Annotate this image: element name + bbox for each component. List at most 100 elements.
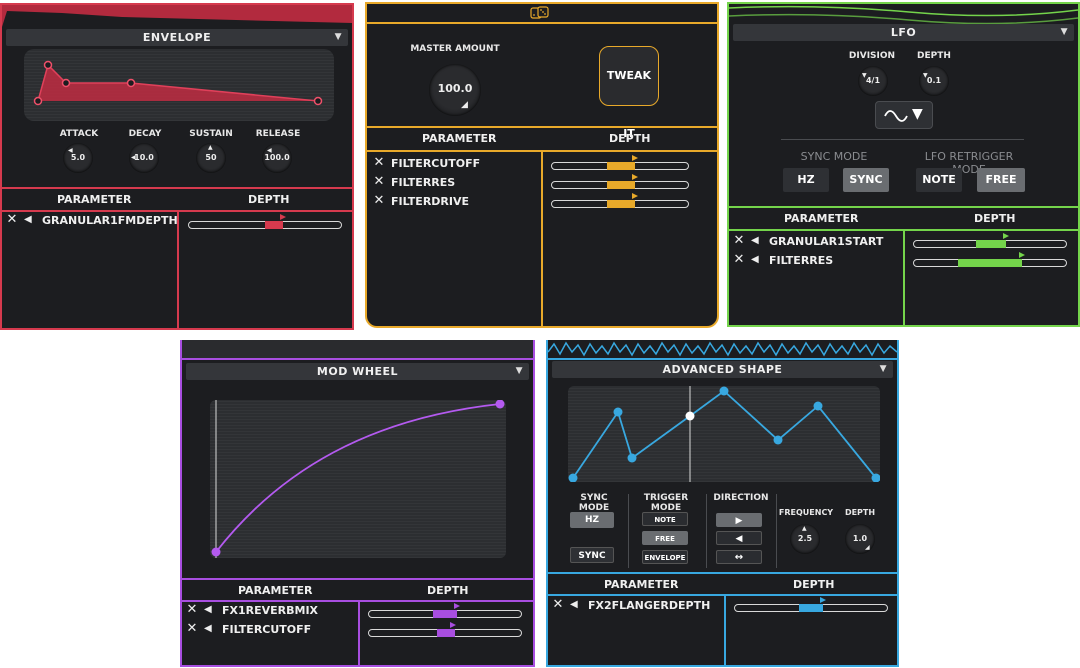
remove-icon[interactable]: ✕ <box>373 193 385 208</box>
chevron-down-icon[interactable]: ▼ <box>515 366 523 376</box>
depth-fill <box>799 604 823 612</box>
depth-knob[interactable]: ▼ 0.1 <box>919 66 949 96</box>
mod-table-header: PARAMETER DEPTH <box>367 128 717 148</box>
modwheel-panel: MOD WHEEL ▼ PARAMETER DEPTH ✕ ◀ FX1REVER… <box>180 340 535 667</box>
speaker-icon[interactable]: ◀ <box>204 604 212 615</box>
envelope-point <box>43 60 53 70</box>
divider <box>177 212 179 328</box>
release-label: RELEASE <box>255 129 301 139</box>
depth-slider[interactable] <box>551 155 689 170</box>
ping-pong-icon[interactable]: ↔ <box>716 550 762 564</box>
parameter-header: PARAMETER <box>422 132 497 145</box>
shape-point <box>871 473 880 482</box>
play-reverse-icon[interactable]: ◀ <box>716 531 762 545</box>
divider <box>2 210 352 212</box>
remove-icon[interactable]: ✕ <box>373 155 385 170</box>
note-button[interactable]: NOTE <box>642 512 688 526</box>
depth-slider[interactable] <box>551 174 689 189</box>
depth-header: DEPTH <box>974 212 1016 225</box>
mod-table-header: PARAMETER DEPTH <box>729 208 1078 228</box>
speaker-icon[interactable]: ◀ <box>570 599 578 610</box>
hz-button[interactable]: HZ <box>783 168 829 192</box>
chevron-down-icon[interactable]: ▼ <box>1060 27 1068 37</box>
depth-slider[interactable] <box>913 252 1067 267</box>
direction-label: DIRECTION <box>713 493 769 503</box>
modwheel-header-strip <box>182 340 533 360</box>
dice-icon[interactable] <box>530 6 550 20</box>
master-amount-knob[interactable]: 100.0 ◢ <box>429 64 481 116</box>
remove-icon[interactable]: ✕ <box>186 621 198 636</box>
remove-icon[interactable]: ✕ <box>733 252 745 267</box>
mod-row: ✕ FILTERDRIVE <box>373 193 469 209</box>
remove-icon[interactable]: ✕ <box>733 233 745 248</box>
attack-knob[interactable]: ◀ 5.0 <box>63 143 93 173</box>
envelope-title: ENVELOPE <box>142 31 212 44</box>
depth-slider[interactable] <box>368 622 522 637</box>
mod-row-name: FX1REVERBMIX <box>222 603 319 617</box>
division-knob[interactable]: ▼ 4/1 <box>858 66 888 96</box>
envelope-button[interactable]: ENVELOPE <box>642 550 688 564</box>
depth-slider[interactable] <box>188 214 342 229</box>
sync-button[interactable]: SYNC <box>843 168 889 192</box>
remove-icon[interactable]: ✕ <box>552 597 564 612</box>
depth-fill <box>607 181 635 189</box>
modwheel-curve-graph[interactable] <box>210 400 506 558</box>
depth-fill <box>607 200 635 208</box>
speaker-icon[interactable]: ◀ <box>204 623 212 634</box>
speaker-icon[interactable]: ◀ <box>751 254 759 265</box>
remove-icon[interactable]: ✕ <box>373 174 385 189</box>
modwheel-title: MOD WHEEL <box>316 365 399 378</box>
frequency-label: FREQUENCY <box>778 508 834 517</box>
division-label: DIVISION <box>848 51 896 61</box>
depth-slider[interactable] <box>913 233 1067 248</box>
free-button[interactable]: FREE <box>642 531 688 545</box>
tweak-it-button[interactable]: TWEAK IT <box>599 46 659 140</box>
chevron-down-icon[interactable]: ▼ <box>879 364 887 374</box>
play-forward-icon[interactable]: ▶ <box>716 513 762 527</box>
decay-knob[interactable]: ◀ 10.0 <box>129 143 159 173</box>
depth-marker-icon <box>632 193 638 199</box>
depth-slider[interactable] <box>551 193 689 208</box>
hz-button[interactable]: HZ <box>570 512 614 528</box>
depth-knob[interactable]: ◢ 1.0 <box>845 524 875 554</box>
envelope-point <box>33 96 43 106</box>
sync-button[interactable]: SYNC <box>570 547 614 563</box>
divider <box>367 150 717 152</box>
divider <box>729 206 1078 208</box>
decay-label: DECAY <box>128 129 162 139</box>
lfo-title-bar[interactable]: LFO ▼ <box>733 24 1074 41</box>
depth-marker-icon <box>280 214 286 220</box>
divider <box>358 602 360 665</box>
remove-icon[interactable]: ✕ <box>186 602 198 617</box>
depth-slider[interactable] <box>734 597 888 612</box>
modwheel-title-bar[interactable]: MOD WHEEL ▼ <box>186 363 529 380</box>
chevron-down-icon[interactable]: ▼ <box>334 32 342 42</box>
frequency-knob[interactable]: ▲ 2.5 <box>790 524 820 554</box>
depth-header: DEPTH <box>793 578 835 591</box>
depth-marker-icon <box>632 155 638 161</box>
remove-icon[interactable]: ✕ <box>6 212 18 227</box>
release-value: 100.0 <box>264 153 290 162</box>
release-knob[interactable]: ◀ 100.0 <box>262 143 292 173</box>
envelope-title-bar[interactable]: ENVELOPE ▼ <box>6 29 348 46</box>
depth-marker-icon <box>632 174 638 180</box>
note-button[interactable]: NOTE <box>916 168 962 192</box>
randomizer-header <box>367 4 717 24</box>
speaker-icon[interactable]: ◀ <box>751 235 759 246</box>
speaker-icon[interactable]: ◀ <box>24 214 32 225</box>
chevron-down-icon: ▼ <box>912 106 923 122</box>
divider <box>903 231 905 325</box>
envelope-graph[interactable] <box>24 49 334 121</box>
depth-slider[interactable] <box>368 603 522 618</box>
sustain-knob[interactable]: ▲ 50 <box>196 143 226 173</box>
advanced-header-zigzag <box>548 341 897 357</box>
depth-fill <box>607 162 635 170</box>
divider <box>182 600 533 602</box>
advanced-shape-graph[interactable] <box>568 386 880 482</box>
waveform-selector[interactable]: ▼ <box>875 101 933 129</box>
depth-marker-icon <box>1003 233 1009 239</box>
mod-row: ✕ FILTERCUTOFF <box>373 155 481 171</box>
mod-row: ✕ ◀ FX2FLANGERDEPTH <box>552 597 711 613</box>
free-button[interactable]: FREE <box>977 168 1025 192</box>
advanced-title-bar[interactable]: ADVANCED SHAPE ▼ <box>552 361 893 378</box>
